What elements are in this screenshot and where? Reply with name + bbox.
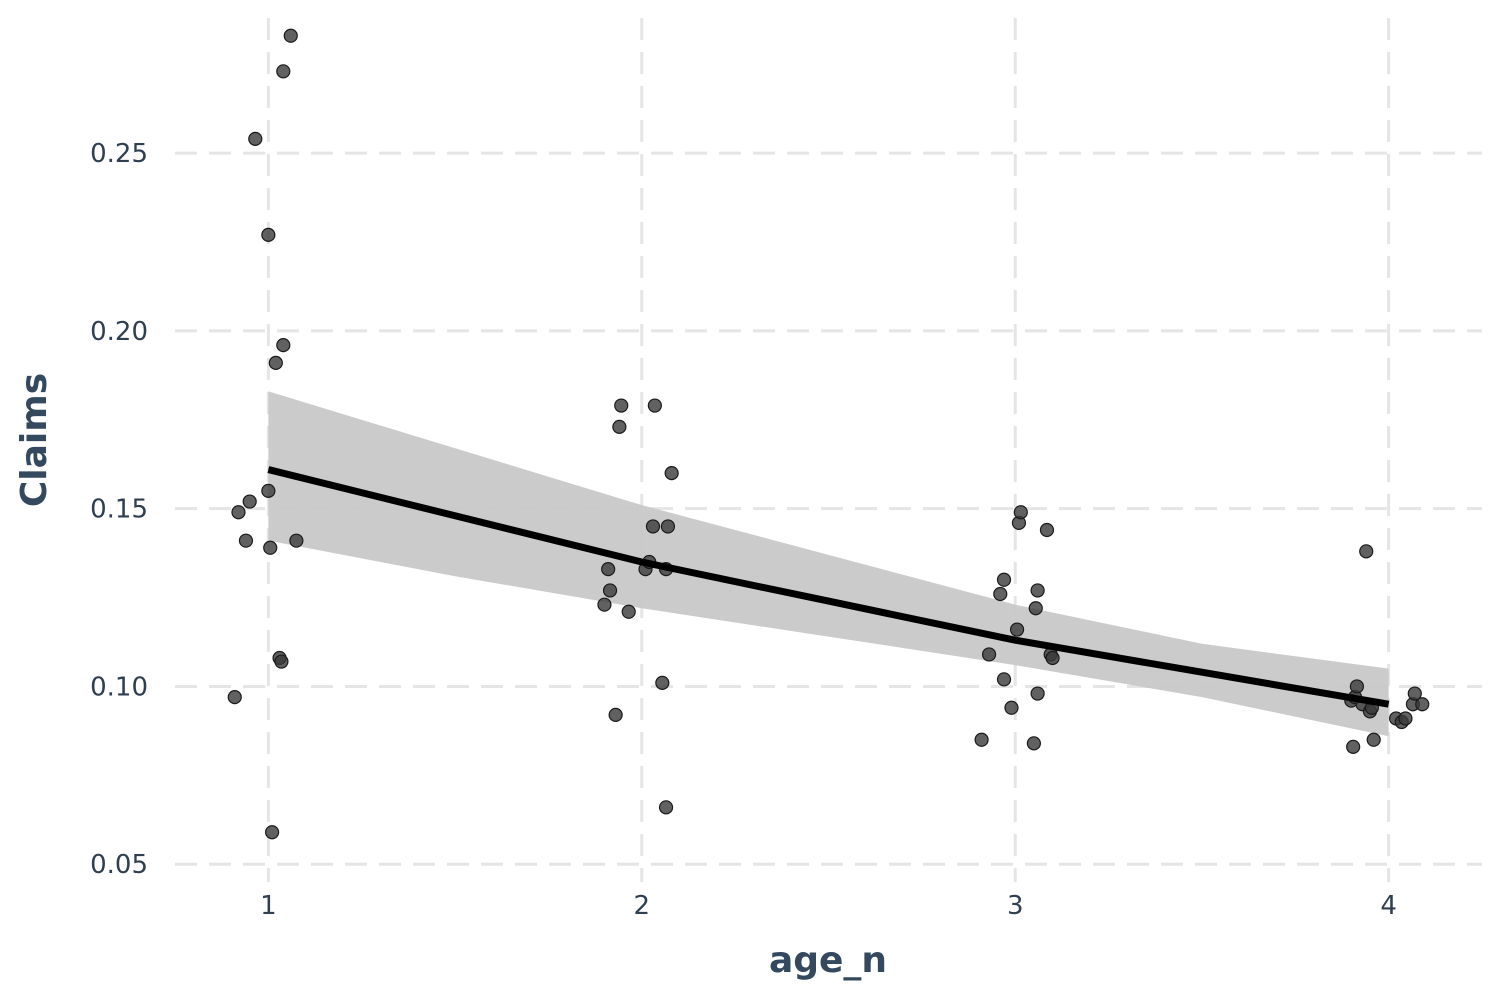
data-point [655, 675, 670, 690]
data-point [621, 604, 636, 619]
data-point [1039, 522, 1055, 538]
data-point [1004, 700, 1019, 715]
data-point [612, 419, 627, 434]
data-point [664, 466, 679, 481]
data-point [1407, 686, 1422, 701]
data-point [981, 647, 997, 662]
data-point [608, 707, 623, 722]
data-point [1026, 736, 1041, 751]
data-point [1028, 601, 1043, 616]
x-axis-ticks: 1 2 3 4 [260, 891, 1397, 921]
x-tick-label: 4 [1380, 891, 1397, 921]
data-point [276, 64, 291, 79]
data-point [1045, 650, 1060, 666]
data-point [248, 131, 263, 146]
data-point [993, 586, 1008, 602]
data-point [227, 690, 242, 705]
y-axis-ticks: 0.05 0.10 0.15 0.20 0.25 [90, 139, 148, 880]
data-point [1009, 622, 1025, 637]
data-points [227, 28, 1430, 840]
x-tick-label: 2 [634, 891, 651, 921]
data-point [276, 338, 291, 353]
y-tick-label: 0.25 [90, 139, 148, 169]
data-point [1030, 686, 1045, 701]
y-axis-title: Claims [14, 373, 55, 507]
data-point [274, 654, 289, 669]
data-point [283, 28, 298, 43]
data-point [264, 825, 280, 840]
data-point [1366, 732, 1381, 747]
data-point [242, 494, 257, 509]
x-tick-label: 3 [1007, 891, 1024, 921]
data-point [231, 505, 246, 520]
y-tick-label: 0.15 [90, 495, 148, 525]
data-point [1398, 711, 1413, 726]
data-point [660, 519, 676, 534]
data-point [289, 533, 304, 548]
y-tick-label: 0.20 [90, 317, 148, 347]
data-point [597, 597, 612, 612]
data-point [268, 355, 283, 370]
confidence-ribbon [268, 391, 1389, 737]
data-point [602, 583, 618, 598]
data-point [1030, 583, 1045, 598]
data-point [1346, 739, 1361, 754]
data-point [1013, 505, 1028, 520]
data-point [1349, 679, 1365, 694]
y-tick-label: 0.05 [90, 850, 148, 880]
data-point [658, 800, 674, 815]
x-tick-label: 1 [260, 891, 277, 921]
data-point [614, 398, 629, 413]
data-point [263, 540, 278, 555]
data-point [261, 483, 276, 498]
data-point [1415, 697, 1430, 712]
data-point [601, 562, 616, 577]
data-point [996, 572, 1012, 587]
data-point [647, 398, 662, 413]
data-point [996, 672, 1012, 687]
x-axis-title: age_n [769, 940, 887, 981]
data-point [974, 732, 989, 747]
y-tick-label: 0.10 [90, 672, 148, 702]
data-point [645, 519, 661, 534]
data-point [261, 227, 276, 242]
fit-line [267, 466, 1390, 708]
data-point [1359, 544, 1374, 559]
data-point [238, 533, 254, 548]
